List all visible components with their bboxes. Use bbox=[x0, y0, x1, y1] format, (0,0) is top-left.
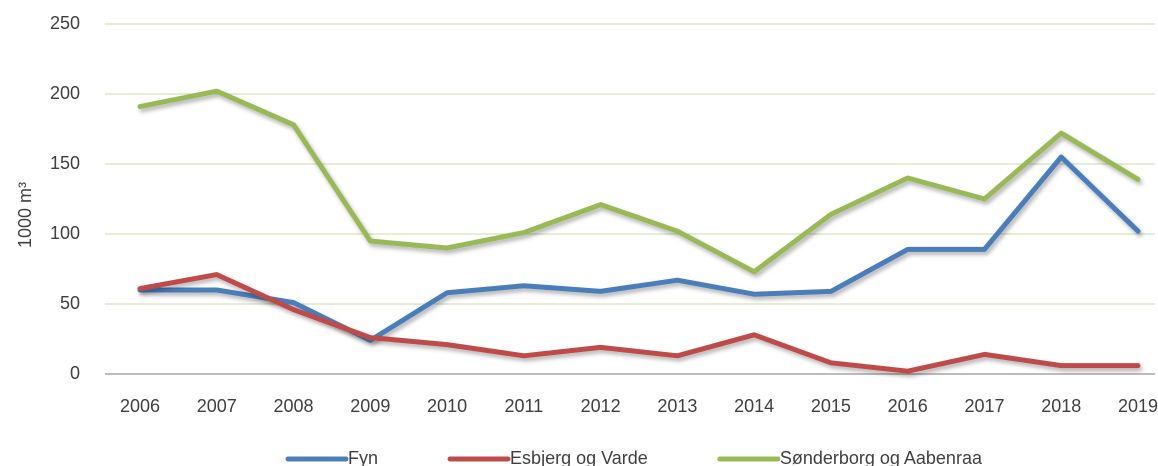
legend-label: Esbjerg og Varde bbox=[510, 448, 648, 466]
x-tick-label: 2007 bbox=[197, 396, 237, 416]
legend-label: Fyn bbox=[348, 448, 378, 466]
x-tick-label: 2010 bbox=[427, 396, 467, 416]
y-tick-label: 200 bbox=[50, 83, 80, 103]
series-line bbox=[137, 272, 1141, 374]
y-tick-label: 250 bbox=[50, 13, 80, 33]
x-tick-label: 2018 bbox=[1041, 396, 1081, 416]
x-tick-label: 2016 bbox=[888, 396, 928, 416]
x-tick-label: 2017 bbox=[964, 396, 1004, 416]
x-tick-label: 2019 bbox=[1118, 396, 1158, 416]
x-tick-label: 2008 bbox=[274, 396, 314, 416]
legend: Fyn Esbjerg og Varde Sønderborg og Aabenra… bbox=[285, 448, 983, 466]
y-tick-label: 100 bbox=[50, 223, 80, 243]
series-line bbox=[137, 154, 1141, 343]
x-tick-label: 2012 bbox=[581, 396, 621, 416]
x-tick-label: 2006 bbox=[120, 396, 160, 416]
y-tick-label: 150 bbox=[50, 153, 80, 173]
x-tick-label: 2014 bbox=[734, 396, 774, 416]
x-tick-label: 2011 bbox=[504, 396, 543, 416]
series-line bbox=[137, 88, 1141, 275]
x-tick-label: 2015 bbox=[811, 396, 851, 416]
x-tick-label: 2013 bbox=[657, 396, 697, 416]
y-tick-label: 50 bbox=[60, 293, 80, 313]
y-tick-label: 0 bbox=[70, 363, 80, 383]
legend-label: Sønderborg og Aabenraa bbox=[780, 448, 983, 466]
x-tick-label: 2009 bbox=[350, 396, 390, 416]
y-axis-label: 1000 m³ bbox=[15, 182, 35, 248]
